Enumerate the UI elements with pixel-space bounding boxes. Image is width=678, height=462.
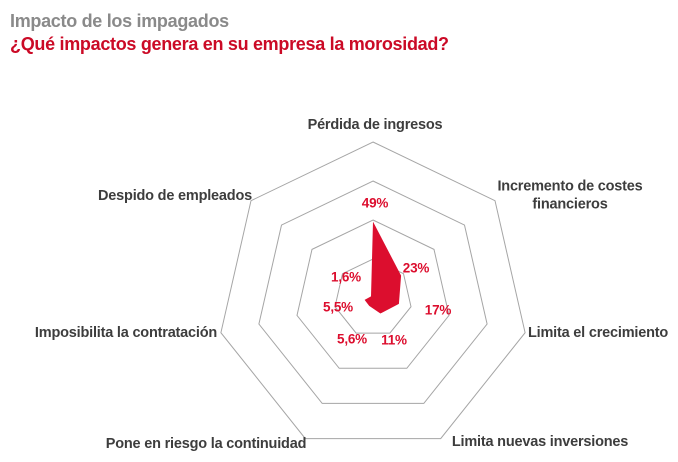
page-title: Impacto de los impagados bbox=[10, 11, 229, 31]
value-label-incremento-de-costes-financieros: 23% bbox=[402, 260, 430, 276]
value-label-pone-en-riesgo-la-continuidad: 5,6% bbox=[337, 331, 367, 347]
axis-label-incremento-de-costes-financieros: Incremento de costes financieros bbox=[497, 178, 643, 212]
value-label-imposibilita-la-contratacion: 5,5% bbox=[323, 299, 353, 315]
grid-ring-1 bbox=[334, 258, 412, 334]
axis-label-limita-nuevas-inversiones: Limita nuevas inversiones bbox=[451, 434, 629, 451]
value-label-perdida-de-ingresos: 49% bbox=[361, 195, 389, 211]
value-label-despido-de-empleados: 1,6% bbox=[331, 269, 361, 285]
axis-label-imposibilita-la-contratacion: Imposibilita la contratación bbox=[34, 325, 218, 342]
page-subtitle: ¿Qué impactos genera en su empresa la mo… bbox=[10, 34, 449, 54]
series-polygon bbox=[364, 221, 402, 314]
axis-label-pone-en-riesgo-la-continuidad: Pone en riesgo la continuidad bbox=[105, 436, 307, 453]
axis-label-despido-de-empleados: Despido de empleados bbox=[98, 188, 252, 205]
grid-ring-3 bbox=[258, 180, 488, 404]
axis-label-perdida-de-ingresos: Pérdida de ingresos bbox=[307, 117, 443, 134]
grid-ring-2 bbox=[296, 219, 450, 369]
value-label-limita-el-crecimiento: 17% bbox=[424, 302, 452, 318]
grid-ring-4 bbox=[220, 141, 526, 440]
axis-label-limita-el-crecimiento: Limita el crecimiento bbox=[527, 325, 669, 342]
value-label-limita-nuevas-inversiones: 11% bbox=[381, 332, 407, 348]
